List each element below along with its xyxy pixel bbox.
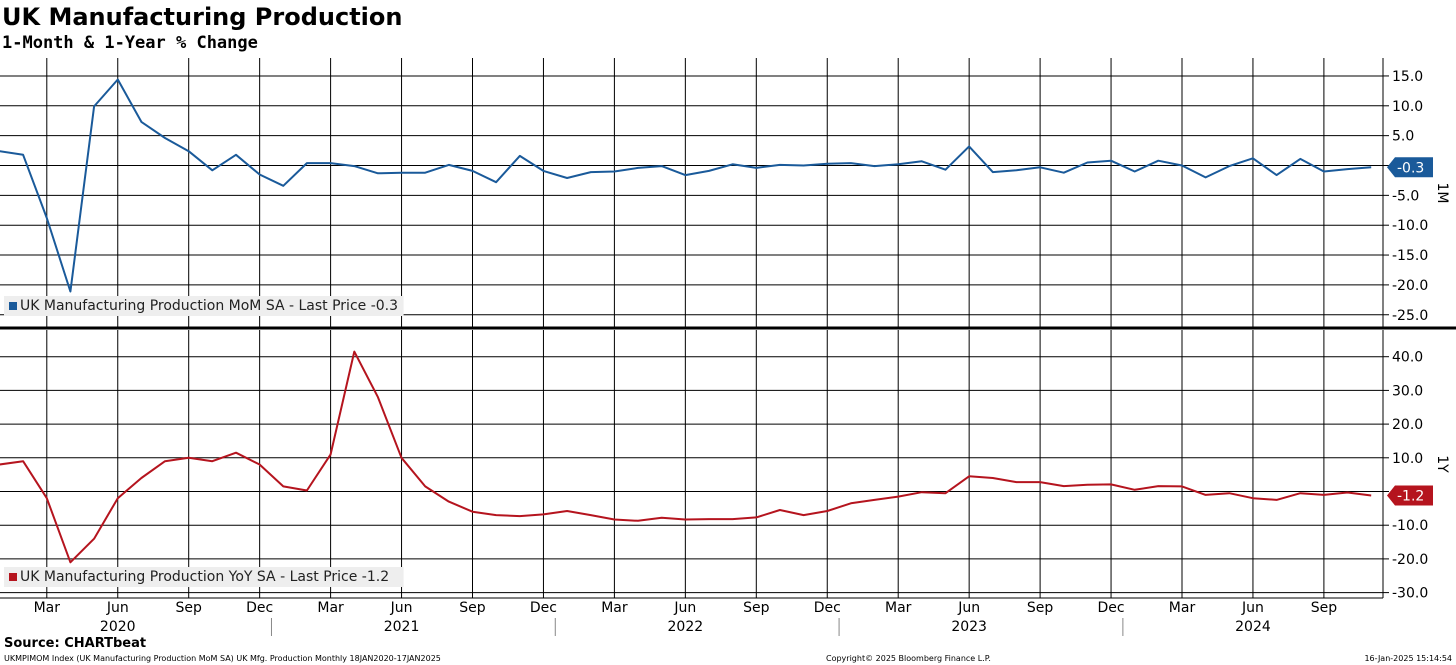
x-month-label: Sep [176,600,203,616]
mom-ytick-label: 5.0 [1392,129,1414,145]
x-month-label: Dec [1098,600,1125,616]
yoy-last-value-tag [1387,485,1433,506]
x-month-label: Mar [885,600,912,616]
x-month-label: Sep [459,600,486,616]
x-month-label: Mar [1169,600,1196,616]
x-month-label: Jun [1241,600,1264,616]
yoy-panel-label: 1Y [1434,455,1450,473]
mom-legend-box [4,296,404,316]
footer-copyright: Copyright© 2025 Bloomberg Finance L.P. [826,654,991,663]
x-month-label: Mar [601,600,628,616]
yoy-legend-box [4,567,404,587]
footer-ticker-info: UKMPIMOM Index (UK Manufacturing Product… [4,654,441,663]
mom-legend-label: UK Manufacturing Production MoM SA - Las… [20,298,398,314]
mom-last-value-tag [1387,157,1433,178]
mom-panel-label: 1M [1434,183,1450,204]
x-month-label: Sep [1311,600,1338,616]
mom-ytick-label: -25.0 [1392,308,1428,324]
x-year-label: 2020 [100,619,136,635]
mom-legend-swatch [9,302,17,310]
source-label: Source: CHARTbeat [4,636,147,651]
mom-ytick-label: -10.0 [1392,218,1428,234]
mom-ytick-label: 10.0 [1392,99,1423,115]
x-month-label: Sep [743,600,770,616]
mom-ytick-label: -5.0 [1392,188,1419,204]
yoy-ytick-label: -10.0 [1392,518,1428,534]
x-month-label: Dec [814,600,841,616]
x-month-label: Jun [673,600,696,616]
yoy-ytick-label: -30.0 [1392,586,1428,602]
x-year-label: 2021 [384,619,420,635]
yoy-legend-swatch [9,573,17,581]
mom-ytick-label: -20.0 [1392,278,1428,294]
yoy-last-value-label: -1.2 [1397,489,1424,505]
yoy-ytick-label: 30.0 [1392,383,1423,399]
x-year-label: 2023 [951,619,987,635]
chart-title: UK Manufacturing Production [2,3,403,31]
mom-ytick-label: 15.0 [1392,69,1423,85]
yoy-ytick-label: 10.0 [1392,451,1423,467]
x-month-label: Mar [34,600,61,616]
x-month-label: Jun [957,600,980,616]
mom-series-line [0,78,1372,293]
x-year-label: 2022 [668,619,704,635]
yoy-legend-label: UK Manufacturing Production YoY SA - Las… [20,569,389,585]
x-month-label: Jun [390,600,413,616]
x-month-label: Dec [246,600,273,616]
mom-ytick-label: -15.0 [1392,248,1428,264]
chart-canvas: 15.010.05.00.0-5.0-10.0-15.0-20.0-25.0UK… [0,58,1456,636]
yoy-ytick-label: -20.0 [1392,552,1428,568]
yoy-ytick-label: 20.0 [1392,417,1423,433]
x-month-label: Sep [1027,600,1054,616]
x-year-label: 2024 [1235,619,1271,635]
x-month-label: Mar [317,600,344,616]
footer-timestamp: 16-Jan-2025 15:14:54 [1364,654,1452,663]
x-month-label: Dec [530,600,557,616]
chart-subtitle: 1-Month & 1-Year % Change [2,33,258,53]
x-month-label: Jun [106,600,129,616]
yoy-ytick-label: 40.0 [1392,350,1423,366]
mom-last-value-label: -0.3 [1397,160,1424,176]
yoy-series-line [0,350,1372,564]
